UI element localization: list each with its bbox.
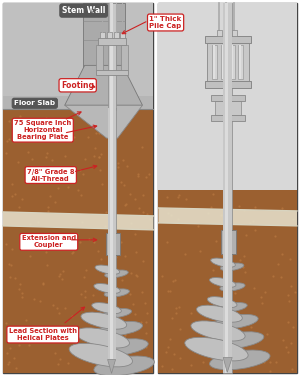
Ellipse shape [81,312,127,329]
Bar [106,233,119,255]
Bar [217,30,222,36]
Ellipse shape [103,309,131,318]
Text: Lead Section with
Helical Plates: Lead Section with Helical Plates [9,328,77,341]
Bar [96,45,103,70]
Bar [110,3,112,110]
Ellipse shape [94,284,120,293]
Ellipse shape [69,343,133,367]
Text: Stem Wall: Stem Wall [62,6,105,15]
Bar [232,30,237,36]
Bar [98,38,125,45]
Bar [3,3,153,107]
Text: Floor Slab: Floor Slab [14,100,56,106]
Bar [205,36,251,44]
Bar [239,45,241,79]
Polygon shape [65,65,142,105]
Bar [225,3,228,373]
Bar [231,45,233,79]
Bar [215,101,241,115]
Ellipse shape [105,270,128,277]
Bar [221,230,236,254]
Bar [3,96,153,109]
Bar [100,32,105,38]
Ellipse shape [99,321,142,336]
Bar [212,45,217,79]
Bar [223,3,232,373]
Ellipse shape [185,337,248,361]
Bar [207,44,249,81]
Bar [230,45,235,79]
Ellipse shape [97,339,148,356]
Text: 7/8" Grade 8
All-Thread: 7/8" Grade 8 All-Thread [27,168,74,182]
Ellipse shape [211,258,235,267]
Bar [110,108,112,359]
Bar [221,45,226,79]
Polygon shape [108,359,116,373]
Polygon shape [158,208,297,226]
Ellipse shape [219,303,247,312]
Bar [224,30,229,36]
Ellipse shape [75,328,130,348]
Polygon shape [223,358,232,373]
Bar [106,32,112,38]
Bar [213,45,215,79]
Bar [108,108,116,359]
Bar [121,45,128,70]
Polygon shape [65,105,142,138]
Bar [211,95,245,101]
Ellipse shape [94,356,154,376]
Ellipse shape [209,350,270,370]
Ellipse shape [95,265,120,274]
Ellipse shape [191,321,245,341]
Polygon shape [3,212,153,230]
Ellipse shape [104,289,129,297]
Bar [158,3,297,190]
Bar [114,32,118,38]
Text: 75 Square Inch
Horizontal
Bearing Plate: 75 Square Inch Horizontal Bearing Plate [14,120,71,140]
Bar [238,45,243,79]
Bar [83,3,124,67]
Ellipse shape [196,305,242,322]
Text: Extension and
Coupler: Extension and Coupler [22,235,76,248]
Bar [222,45,224,79]
Bar [3,109,153,373]
Ellipse shape [212,332,264,349]
Bar [3,3,153,373]
Ellipse shape [220,263,244,271]
Bar [158,190,297,373]
Text: Footing: Footing [61,81,94,90]
Bar [205,81,251,88]
Bar [158,3,297,373]
Ellipse shape [220,283,245,291]
Bar [211,115,245,121]
Text: 1" Thick
Pile Cap: 1" Thick Pile Cap [149,16,182,29]
Bar [110,108,112,358]
Bar [223,3,232,373]
Ellipse shape [207,297,237,308]
Bar [119,32,124,38]
Bar [108,3,116,110]
Ellipse shape [209,277,236,287]
Bar [108,108,116,358]
Ellipse shape [92,303,121,314]
Bar [96,70,128,75]
Ellipse shape [214,314,258,329]
Bar [225,3,228,373]
